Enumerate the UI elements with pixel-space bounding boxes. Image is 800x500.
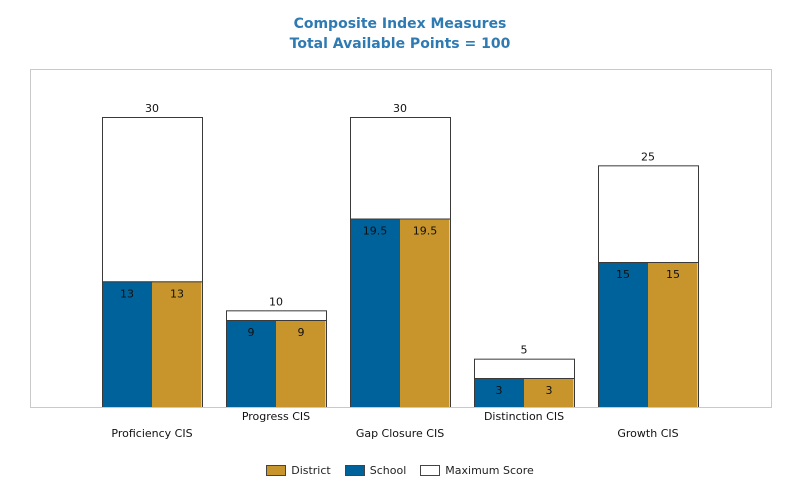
school-bar-progress-cis xyxy=(227,320,277,407)
category-label-distinction-cis: Distinction CIS xyxy=(484,410,564,423)
max-score-label-proficiency-cis: 30 xyxy=(145,102,159,115)
district-bar-gap-closure-cis xyxy=(400,218,450,407)
max-score-label-distinction-cis: 5 xyxy=(521,344,528,357)
chart-title: Composite Index Measures xyxy=(293,16,507,32)
bar-chart: 30 13 13 Proficiency CIS 10 9 9 Progress CIS 30 1… xyxy=(30,69,772,440)
legend-swatch-maximum-score xyxy=(420,465,441,476)
max-score-label-progress-cis: 10 xyxy=(269,295,283,308)
district-bar-distinction-cis xyxy=(524,378,574,407)
legend-item-maximum-score: Maximum Score xyxy=(420,464,534,477)
chart-subtitle: Total Available Points = 100 xyxy=(289,36,511,52)
legend-swatch-district xyxy=(266,465,287,476)
school-bar-distinction-cis xyxy=(475,378,525,407)
legend-label-district: District xyxy=(291,464,331,477)
school-value-label-progress-cis: 9 xyxy=(248,326,255,339)
school-value-label-distinction-cis: 3 xyxy=(496,384,503,397)
category-label-gap-closure-cis: Gap Closure CIS xyxy=(356,427,444,440)
legend-item-district: District xyxy=(266,464,331,477)
max-score-label-gap-closure-cis: 30 xyxy=(393,102,407,115)
school-value-label-gap-closure-cis: 19.5 xyxy=(363,225,388,238)
category-label-growth-cis: Growth CIS xyxy=(617,427,678,440)
district-value-label-growth-cis: 15 xyxy=(666,268,680,281)
district-value-label-gap-closure-cis: 19.5 xyxy=(413,225,438,238)
legend: District School Maximum Score xyxy=(0,464,800,477)
district-bar-proficiency-cis xyxy=(152,281,202,407)
category-label-proficiency-cis: Proficiency CIS xyxy=(111,427,192,440)
district-bar-growth-cis xyxy=(648,262,698,407)
legend-label-school: School xyxy=(369,464,407,477)
school-bar-proficiency-cis xyxy=(103,281,153,407)
district-value-label-proficiency-cis: 13 xyxy=(170,287,184,300)
district-value-label-progress-cis: 9 xyxy=(298,326,305,339)
district-value-label-distinction-cis: 3 xyxy=(546,384,553,397)
school-bar-growth-cis xyxy=(599,262,649,407)
category-label-progress-cis: Progress CIS xyxy=(242,410,310,423)
district-bar-progress-cis xyxy=(276,320,326,407)
legend-label-maximum-score: Maximum Score xyxy=(445,464,534,477)
school-value-label-proficiency-cis: 13 xyxy=(120,287,134,300)
max-score-label-growth-cis: 25 xyxy=(641,150,655,163)
legend-swatch-school xyxy=(344,465,365,476)
school-value-label-growth-cis: 15 xyxy=(616,268,630,281)
legend-item-school: School xyxy=(344,464,407,477)
school-bar-gap-closure-cis xyxy=(351,218,401,407)
